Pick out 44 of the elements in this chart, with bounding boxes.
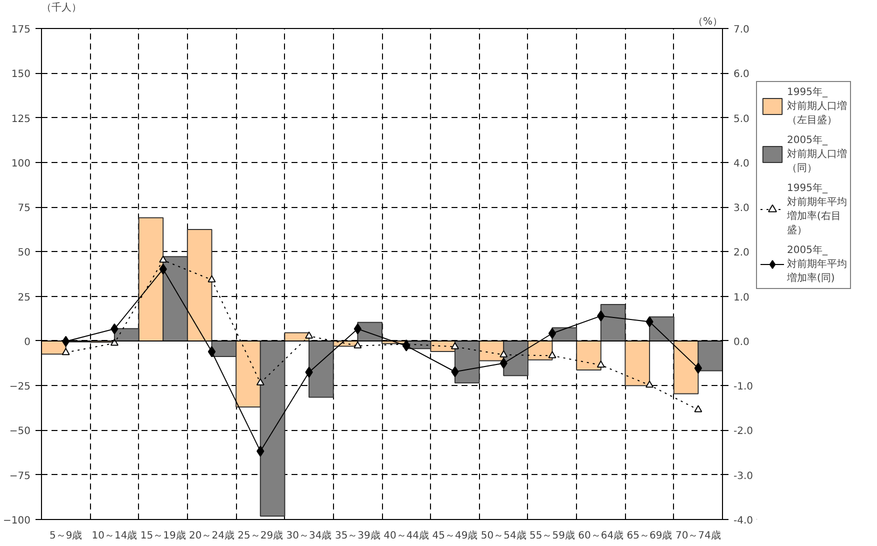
y-tick-label: 0 (24, 336, 31, 348)
y-tick-label: 25 (18, 292, 31, 304)
legend-label: 1995年_対前期人口増（左目盛） (787, 86, 847, 127)
y-tick-label: 75 (18, 203, 31, 214)
y2-tick-label: 4.0 (734, 158, 750, 170)
y-axis-title: （千人） (42, 2, 82, 14)
x-tick-label: 55～59歳 (530, 530, 575, 542)
y2-tick-label: -2.0 (734, 426, 754, 438)
y2-tick-label: 6.0 (734, 69, 750, 80)
y2-tick-label: 2.0 (734, 248, 750, 259)
y-tick-label: −25 (9, 382, 31, 393)
y2-tick-label: -4.0 (734, 516, 754, 526)
x-tick-label: 65～69歳 (626, 530, 672, 542)
x-tick-label: 50～54歳 (480, 530, 526, 542)
x-tick-label: 20～24歳 (189, 530, 234, 542)
x-tick-label: 35～39歳 (334, 530, 380, 542)
y-tick-label: −75 (9, 470, 31, 482)
x-tick-label: 70～74歳 (675, 530, 721, 542)
y2-tick-label: 0.0 (734, 336, 750, 348)
y2-tick-label: -3.0 (734, 470, 754, 482)
y-tick-label: 100 (11, 158, 31, 170)
x-tick-label: 60～64歳 (578, 530, 624, 542)
y-tick-label: 125 (11, 114, 31, 125)
y2-axis-title: （%） (693, 16, 723, 28)
y-tick-label: 175 (11, 24, 31, 36)
y-tick-label: 150 (11, 69, 31, 80)
x-tick-label: 25～29歳 (238, 530, 284, 542)
y-tick-label: −100 (3, 516, 31, 526)
y2-tick-label: 3.0 (734, 203, 750, 214)
y-tick-label: −50 (9, 426, 31, 438)
x-tick-label: 15～19歳 (140, 530, 186, 542)
y2-tick-label: 5.0 (734, 114, 750, 125)
x-tick-label: 45～49歳 (432, 530, 478, 542)
legend-label: 2005年_対前期年平均増加率(同) (787, 244, 847, 285)
y-tick-label: 50 (18, 248, 31, 259)
y2-tick-label: 1.0 (734, 292, 750, 304)
x-tick-label: 30～34歳 (286, 530, 332, 542)
y2-tick-label: 7.0 (734, 24, 750, 36)
legend-label: 1995年_対前期年平均増加率(右目盛） (787, 182, 847, 237)
x-tick-label: 40～44歳 (384, 530, 430, 542)
x-tick-label: 10～14歳 (92, 530, 138, 542)
legend-label: 2005年_対前期人口増（同） (787, 134, 847, 175)
y2-tick-label: -1.0 (734, 382, 754, 393)
x-tick-label: 5～9歳 (49, 530, 82, 542)
